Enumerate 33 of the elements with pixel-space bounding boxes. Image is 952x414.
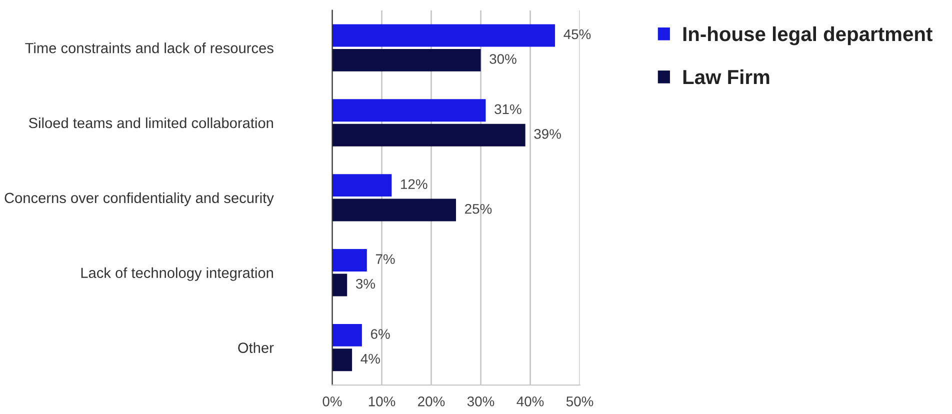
x-tick-label: 30% [467, 396, 494, 406]
data-label: 31% [494, 104, 522, 114]
bar [332, 198, 456, 222]
data-label: 39% [534, 129, 561, 139]
bar [332, 174, 392, 197]
data-label: 30% [490, 54, 516, 64]
x-tick-label: 0% [322, 396, 342, 406]
y-tick-label: Concerns over confidentiality and security [4, 192, 274, 206]
y-tick-label: Other [238, 342, 274, 353]
bar [332, 99, 486, 122]
data-label: 3% [356, 278, 376, 289]
data-label: 45% [564, 29, 591, 40]
y-tick-label: Time constraints and lack of resources [25, 42, 274, 54]
bar [332, 348, 352, 372]
bar [332, 274, 348, 296]
data-label: 25% [465, 204, 492, 214]
x-tick-label: 10% [368, 396, 396, 406]
bar [332, 124, 526, 146]
data-label: 4% [360, 354, 380, 364]
y-tick-label: Siloed teams and limited collaboration [28, 117, 273, 128]
x-tick-label: 50% [566, 396, 594, 406]
data-label: 12% [401, 179, 428, 189]
data-label: 7% [376, 254, 395, 264]
bar [332, 249, 367, 272]
bar [332, 324, 362, 346]
y-tick-label: Lack of technology integration [81, 267, 273, 281]
legend-label: In-house legal department [683, 26, 932, 46]
legend-label: Law Firm [683, 69, 770, 84]
x-tick-label: 20% [418, 396, 445, 406]
bar [332, 48, 481, 72]
data-label: 6% [370, 329, 390, 339]
x-tick-label: 40% [516, 396, 544, 406]
bar [332, 24, 556, 47]
